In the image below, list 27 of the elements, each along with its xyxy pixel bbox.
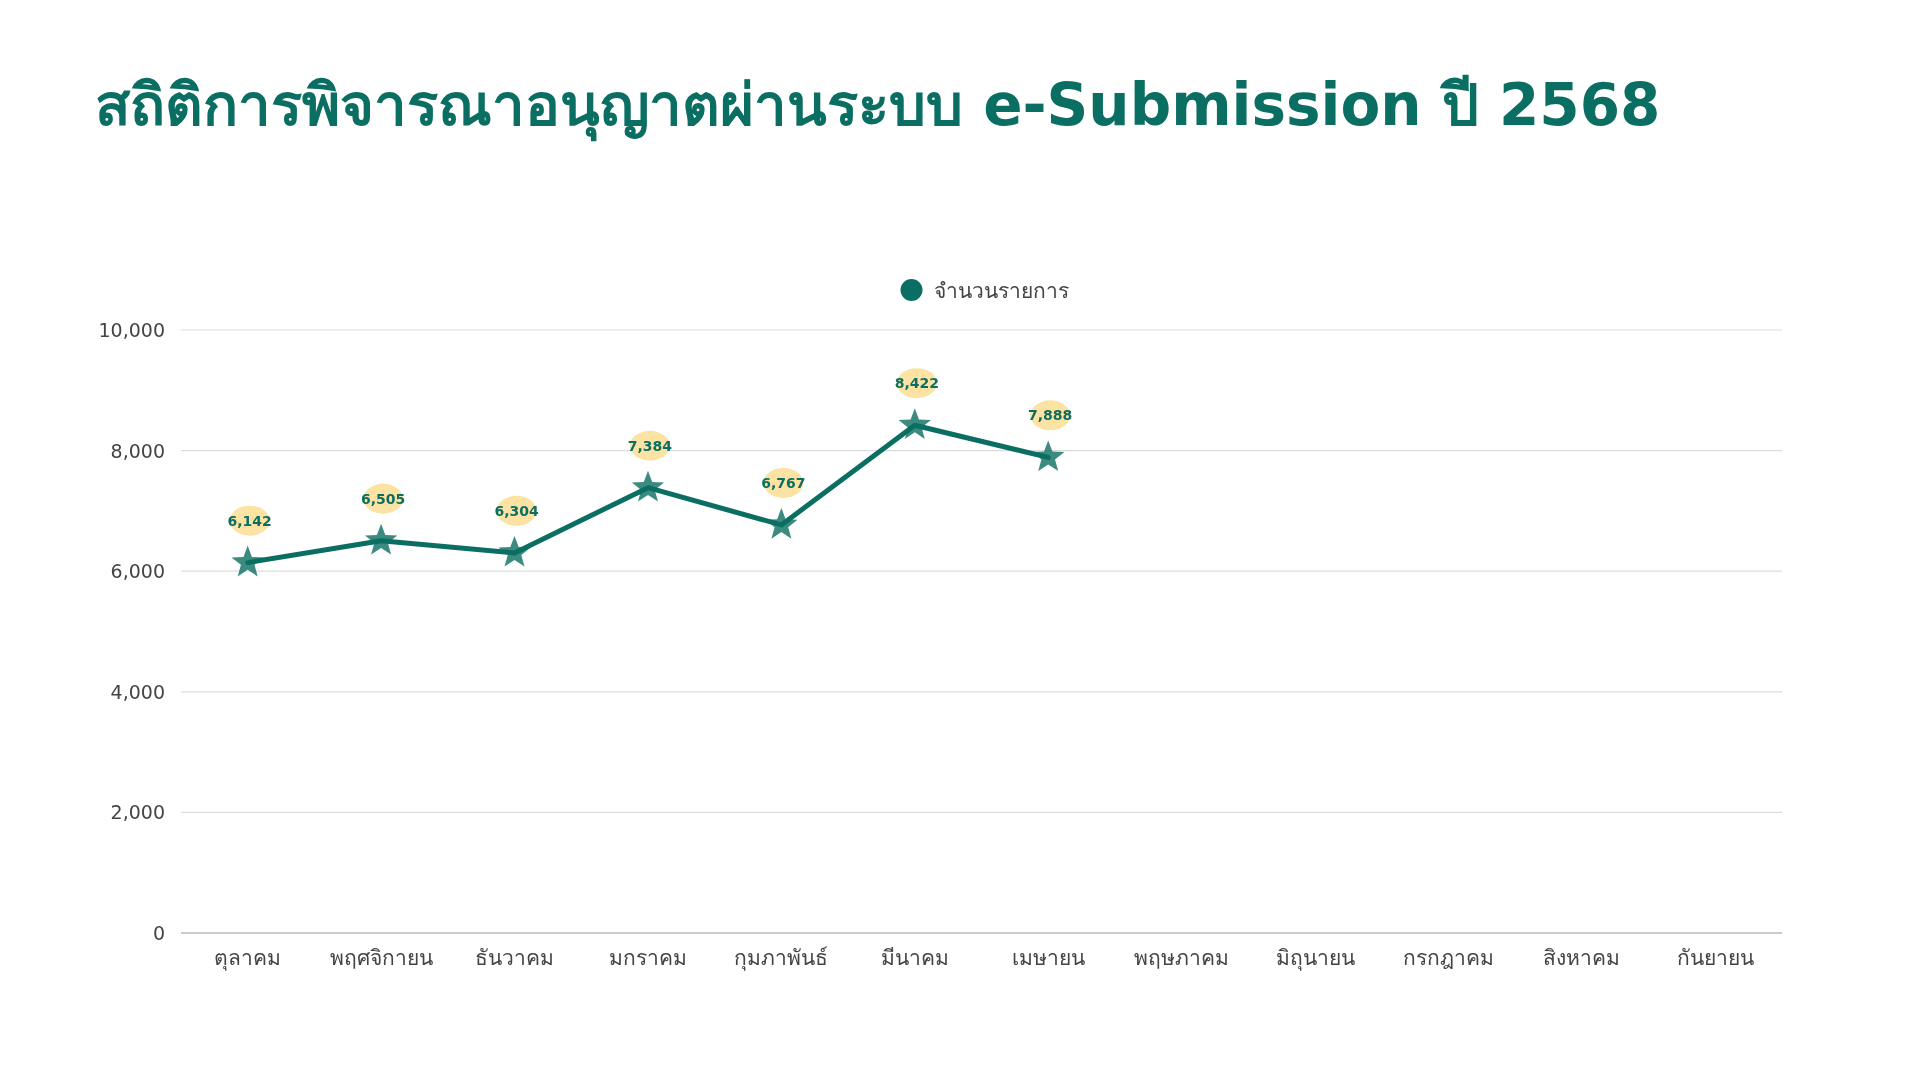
x-tick-label: มีนาคม xyxy=(880,946,949,970)
data-label: 6,505 xyxy=(360,490,406,507)
legend-label: จำนวนรายการ xyxy=(933,279,1069,303)
data-label: 6,304 xyxy=(494,502,539,519)
y-tick-label: 10,000 xyxy=(98,319,165,341)
x-tick-label: มกราคม xyxy=(608,946,687,970)
data-label: 8,422 xyxy=(894,375,939,392)
data-label: 6,767 xyxy=(761,474,806,491)
y-tick-label: 4,000 xyxy=(110,680,165,703)
data-label: 7,384 xyxy=(627,437,673,454)
x-tick-label: ธันวาคม xyxy=(475,946,555,970)
chart-title: สถิติการพิจารณาอนุญาตผ่านระบบ e-Submission ปี 2568 xyxy=(95,71,1661,142)
x-tick-label: กรกฎาคม xyxy=(1402,946,1494,970)
x-tick-label: พฤศจิกายน xyxy=(329,946,433,970)
x-tick-label: กันยายน xyxy=(1676,946,1754,970)
x-tick-label: กุมภาพันธ์ xyxy=(734,946,829,971)
x-tick-label: เมษายน xyxy=(1011,946,1085,970)
data-label: 6,142 xyxy=(227,512,272,529)
y-tick-label: 8,000 xyxy=(110,439,165,462)
y-tick-label: 0 xyxy=(152,922,165,944)
y-tick-label: 2,000 xyxy=(110,801,165,824)
data-label: 7,888 xyxy=(1028,407,1073,424)
x-tick-label: พฤษภาคม xyxy=(1134,946,1230,970)
x-tick-label: ตุลาคม xyxy=(214,946,282,971)
x-tick-label: สิงหาคม xyxy=(1543,946,1621,970)
y-tick-label: 6,000 xyxy=(110,560,165,583)
x-tick-label: มิถุนายน xyxy=(1275,946,1355,971)
